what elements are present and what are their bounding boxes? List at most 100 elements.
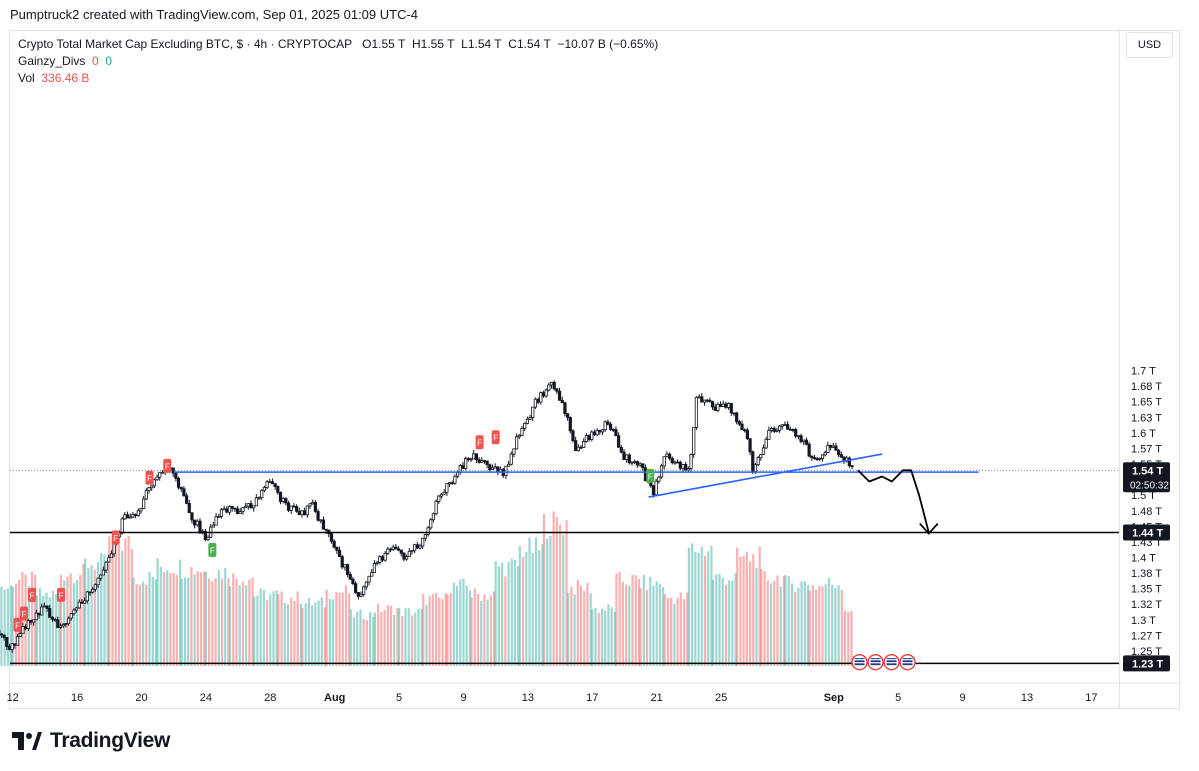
candle-body bbox=[735, 412, 739, 423]
volume-bar bbox=[72, 583, 75, 666]
volume-bar bbox=[204, 571, 207, 666]
candle-body bbox=[447, 482, 452, 485]
candle-body bbox=[820, 454, 825, 459]
candle-body bbox=[423, 534, 427, 539]
candle-body bbox=[276, 486, 280, 493]
candle-body bbox=[396, 548, 401, 551]
volume-bar bbox=[476, 594, 480, 666]
volume-bar bbox=[208, 578, 211, 666]
ohlc-open-label: O bbox=[362, 37, 372, 51]
y-axis-tick-label: 1.27 T bbox=[1131, 630, 1162, 642]
tradingview-logo[interactable]: TradingView bbox=[12, 728, 170, 754]
x-axis-tick-label: Sep bbox=[824, 692, 844, 704]
volume-bar bbox=[338, 592, 341, 666]
candle-body bbox=[804, 439, 809, 445]
candle-body bbox=[61, 624, 65, 627]
volume-bar bbox=[55, 593, 58, 666]
volume-bar bbox=[148, 571, 151, 666]
volume-bar bbox=[610, 607, 613, 666]
volume-bar bbox=[280, 591, 283, 666]
volume-bar bbox=[135, 584, 138, 666]
volume-bar bbox=[3, 589, 6, 666]
candle-body bbox=[171, 467, 175, 474]
candle-body bbox=[681, 464, 685, 469]
candle-body bbox=[418, 545, 422, 549]
volume-bar bbox=[662, 587, 665, 666]
volume-bar bbox=[700, 546, 703, 666]
candle-body bbox=[142, 498, 146, 509]
volume-bar bbox=[100, 552, 103, 666]
candle-body bbox=[592, 431, 597, 436]
candle-body bbox=[493, 466, 497, 469]
signal-marker-label: F bbox=[22, 610, 27, 619]
volume-bar bbox=[262, 590, 265, 666]
volume-bar bbox=[265, 600, 269, 666]
volume-bar bbox=[286, 603, 290, 666]
candle-body bbox=[303, 510, 307, 516]
volume-bar bbox=[314, 602, 317, 666]
candle-body bbox=[53, 618, 57, 621]
candle-body bbox=[568, 417, 572, 432]
volume-bar bbox=[59, 574, 63, 666]
volume-bar bbox=[124, 538, 127, 666]
candle-body bbox=[270, 481, 275, 485]
volume-bar bbox=[283, 602, 286, 666]
candle-body bbox=[667, 453, 672, 459]
candle-body bbox=[150, 485, 154, 489]
candle-body bbox=[616, 435, 621, 448]
candle-body bbox=[686, 468, 690, 471]
volume-bar bbox=[211, 581, 214, 666]
candle-body bbox=[523, 422, 527, 429]
volume-bar bbox=[639, 588, 642, 666]
volume-bar bbox=[277, 593, 280, 666]
volume-bar bbox=[114, 532, 117, 666]
candle-body bbox=[13, 643, 17, 646]
volume-bar bbox=[245, 585, 248, 666]
currency-selector[interactable]: USD bbox=[1126, 32, 1173, 58]
candle-body bbox=[211, 524, 216, 528]
candle-body bbox=[539, 392, 543, 403]
volume-bar bbox=[480, 601, 483, 666]
candle-body bbox=[837, 449, 841, 455]
chart-pane[interactable] bbox=[9, 30, 1120, 709]
volume-bar bbox=[682, 599, 686, 666]
volume-bar bbox=[470, 597, 473, 666]
volume-bar bbox=[834, 587, 837, 666]
event-flag-icon bbox=[854, 659, 865, 661]
candle-body bbox=[176, 477, 181, 488]
candle-body bbox=[794, 429, 798, 437]
candle-body bbox=[439, 493, 444, 497]
volume-bar bbox=[179, 559, 182, 666]
indicator-row[interactable]: Gainzy_Divs 0 0 bbox=[18, 53, 658, 70]
volume-bar bbox=[676, 597, 679, 666]
candle-body bbox=[705, 399, 709, 402]
volume-bar bbox=[76, 579, 79, 666]
volume-bar bbox=[583, 590, 586, 666]
price-axis[interactable] bbox=[1120, 30, 1180, 709]
ohlc-open-value: 1.55 T bbox=[371, 37, 406, 51]
volume-bar bbox=[420, 608, 423, 666]
candle-body bbox=[415, 544, 419, 549]
candle-body bbox=[405, 556, 409, 560]
ohlc-low-label: L bbox=[461, 37, 468, 51]
volume-bar bbox=[320, 597, 323, 666]
candle-body bbox=[206, 536, 210, 541]
candle-body bbox=[544, 389, 548, 397]
volume-bar bbox=[449, 593, 452, 666]
x-axis-tick-label: 17 bbox=[1085, 692, 1097, 704]
candle-body bbox=[549, 381, 554, 386]
candle-body bbox=[469, 458, 473, 461]
volume-row[interactable]: Vol 336.46 B bbox=[18, 70, 658, 87]
y-axis-tick-label: 1.7 T bbox=[1131, 366, 1156, 378]
candle-body bbox=[112, 543, 116, 555]
volume-bar bbox=[710, 546, 713, 666]
candle-body bbox=[410, 550, 414, 552]
candle-body bbox=[300, 510, 304, 516]
volume-bar bbox=[468, 590, 472, 666]
x-axis-ticks: 12 16 20 24 28 Aug 5 9 13 17 21 25 Sep 5 9 13 17 bbox=[7, 682, 1180, 704]
candle-body bbox=[297, 510, 301, 516]
candle-body bbox=[547, 384, 551, 391]
symbol-name[interactable]: Crypto Total Market Cap Excluding BTC, $… bbox=[18, 37, 353, 51]
